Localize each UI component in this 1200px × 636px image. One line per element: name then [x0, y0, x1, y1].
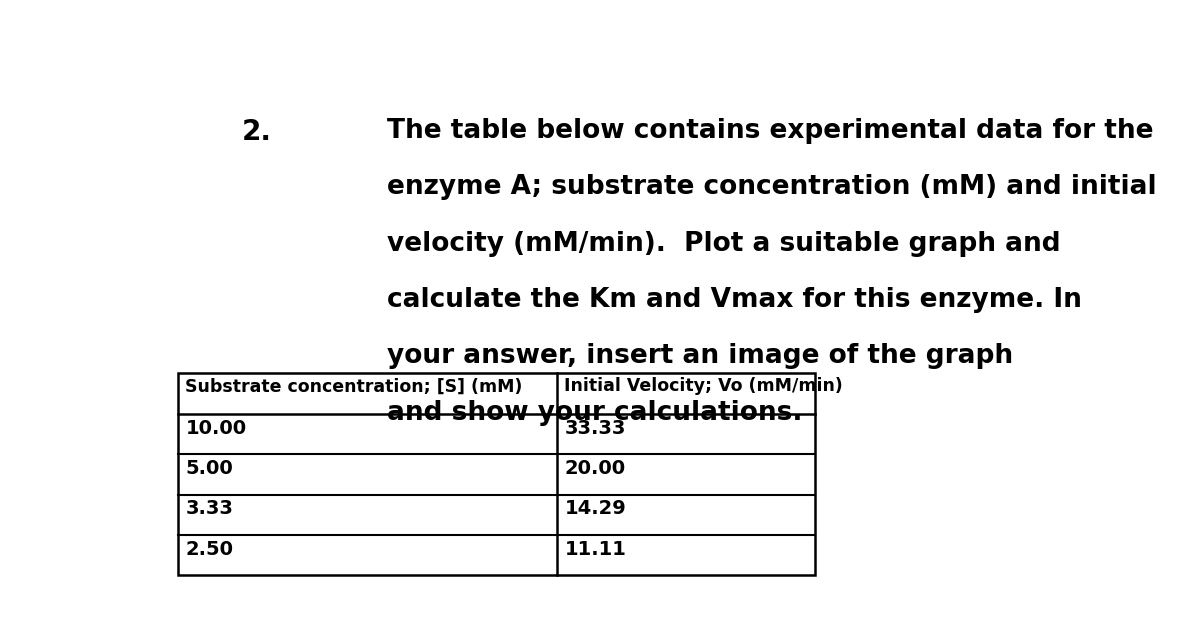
- Text: 5.00: 5.00: [185, 459, 233, 478]
- Text: The table below contains experimental data for the: The table below contains experimental da…: [388, 118, 1153, 144]
- Text: Substrate concentration; [S] (mM): Substrate concentration; [S] (mM): [185, 378, 523, 396]
- Text: your answer, insert an image of the graph: your answer, insert an image of the grap…: [388, 343, 1013, 370]
- Text: 14.29: 14.29: [564, 499, 626, 518]
- Text: Initial Velocity; Vo (mM/min): Initial Velocity; Vo (mM/min): [564, 378, 844, 396]
- Text: 33.33: 33.33: [564, 419, 625, 438]
- Text: 2.: 2.: [242, 118, 272, 146]
- Text: calculate the Km and Vmax for this enzyme. In: calculate the Km and Vmax for this enzym…: [388, 287, 1082, 313]
- Text: velocity (mM/min).  Plot a suitable graph and: velocity (mM/min). Plot a suitable graph…: [388, 231, 1061, 256]
- Text: 11.11: 11.11: [564, 539, 626, 558]
- Text: 3.33: 3.33: [185, 499, 233, 518]
- Text: 20.00: 20.00: [564, 459, 625, 478]
- Bar: [178, 373, 815, 575]
- Text: 2.50: 2.50: [185, 539, 233, 558]
- Text: enzyme A; substrate concentration (mM) and initial: enzyme A; substrate concentration (mM) a…: [388, 174, 1157, 200]
- Text: and show your calculations.: and show your calculations.: [388, 399, 803, 425]
- Text: 10.00: 10.00: [185, 419, 246, 438]
